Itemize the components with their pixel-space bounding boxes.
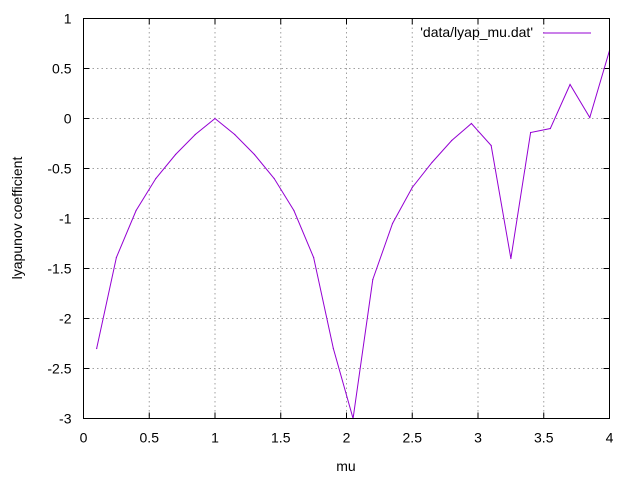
y-tick-label: 0.5 [52,61,72,77]
tick-labels: 0 0.5 1 1.5 2 2.5 3 3.5 4 -3 -2.5 -2 -1.5 -1 -0.5 0 0.5 1 [47,11,613,446]
y-tick-label: -0.5 [47,161,71,177]
data-point [490,144,492,147]
y-tick-label: -1.5 [47,261,71,277]
x-tick-label: 0.5 [140,430,160,446]
data-point [313,256,315,259]
data-point [135,209,137,212]
series-layer [96,49,611,420]
data-point [273,177,275,180]
data-point [530,131,532,134]
x-tick-label: 2 [343,430,351,446]
data-point [174,153,177,156]
x-tick-label: 1.5 [271,430,291,446]
data-point [470,122,473,125]
series-line [96,50,610,419]
legend: 'data/lyap_mu.dat' [420,24,591,40]
x-axis-title: mu [336,458,355,474]
data-point [569,83,571,86]
data-point [411,186,413,189]
data-point [332,347,334,350]
data-point [431,161,433,164]
y-tick-label: 0 [64,111,72,127]
data-point [589,116,591,119]
y-tick-label: -3 [59,411,72,427]
data-point [214,117,216,120]
data-point [115,256,117,259]
grid [83,18,610,419]
data-point [510,257,512,260]
data-point [234,133,236,136]
data-point [391,222,394,225]
x-tick-label: 3 [474,430,482,446]
y-tick-label: -1 [59,211,72,227]
y-axis-title: lyapunov coefficient [9,157,25,280]
x-tick-label: 4 [606,430,614,446]
data-point [372,278,374,281]
y-tick-label: -2 [59,311,72,327]
x-tick-label: 2.5 [403,430,423,446]
x-tick-label: 1 [211,430,219,446]
data-point [194,133,196,136]
data-point [253,153,256,156]
x-tick-label: 0 [80,430,88,446]
y-tick-label: 1 [64,11,72,27]
data-point [96,347,98,350]
legend-label: 'data/lyap_mu.dat' [420,24,533,40]
data-point [293,209,295,212]
x-tick-label: 3.5 [534,430,554,446]
y-tick-label: -2.5 [47,361,71,377]
data-point [549,127,551,130]
plot-frame [83,18,610,419]
data-point [155,177,157,180]
data-point [451,139,453,142]
